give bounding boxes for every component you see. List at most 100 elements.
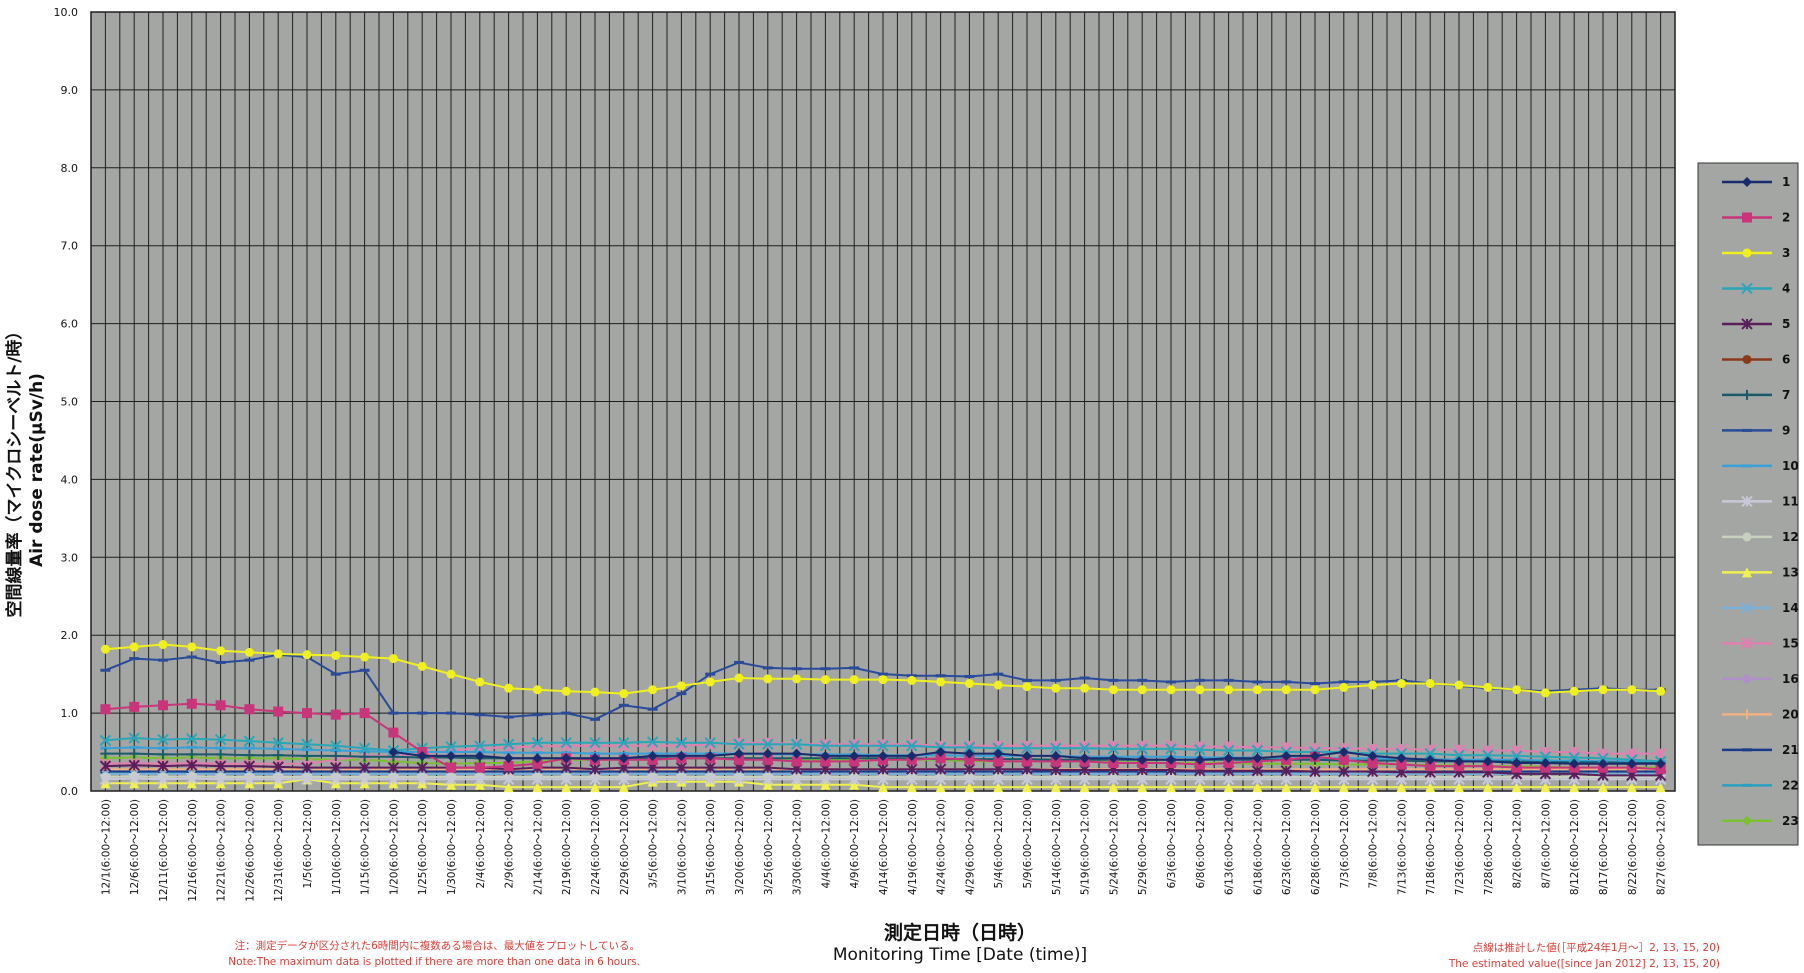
legend-label: 4 — [1782, 281, 1790, 295]
data-point — [445, 740, 457, 753]
data-point — [187, 642, 197, 652]
data-point — [791, 748, 802, 759]
data-point — [907, 675, 917, 685]
x-tick-label: 6/28(6:00〜12:00) — [1310, 799, 1322, 895]
data-point — [158, 658, 168, 662]
data-point — [186, 745, 197, 749]
data-point — [302, 748, 312, 752]
data-point — [100, 746, 111, 750]
data-point — [1569, 782, 1580, 793]
data-point — [1540, 688, 1550, 698]
x-tick-label: 3/5(6:00〜12:00) — [648, 799, 660, 888]
data-point — [359, 668, 370, 672]
data-point — [1251, 765, 1264, 777]
data-point — [1078, 764, 1091, 776]
x-tick-label: 8/7(6:00〜12:00) — [1540, 799, 1552, 888]
x-tick-label: 12/26(6:00〜12:00) — [244, 799, 256, 902]
data-point — [158, 749, 168, 760]
legend-marker — [1741, 318, 1753, 330]
data-point — [186, 749, 197, 760]
data-point — [474, 713, 485, 717]
data-point — [1396, 759, 1407, 770]
data-point — [964, 754, 975, 765]
data-point — [186, 759, 198, 772]
x-tick-label: 4/19(6:00〜12:00) — [907, 799, 919, 895]
legend-marker — [1741, 637, 1753, 650]
x-tick-label: 6/23(6:00〜12:00) — [1281, 799, 1293, 895]
legend-label: 2 — [1782, 210, 1790, 224]
data-point — [734, 660, 744, 664]
data-point — [877, 763, 889, 775]
data-point — [1338, 765, 1350, 778]
data-point — [531, 773, 544, 786]
data-point — [1021, 773, 1033, 786]
data-point — [446, 779, 456, 790]
data-point — [1281, 680, 1292, 684]
y-tick-label: 7.0 — [61, 240, 79, 253]
data-point — [273, 750, 284, 761]
data-point — [1656, 686, 1666, 696]
data-point — [158, 746, 168, 750]
data-point — [1510, 750, 1523, 762]
data-point — [848, 740, 860, 752]
legend-marker — [1741, 602, 1753, 614]
data-point — [1137, 678, 1148, 682]
data-point — [1165, 743, 1177, 755]
data-point — [503, 761, 514, 772]
data-point — [1252, 782, 1263, 793]
data-point — [935, 753, 946, 764]
data-point — [128, 772, 140, 785]
legend-label: 12 — [1782, 530, 1799, 544]
y-tick-label: 5.0 — [61, 396, 79, 409]
data-point — [618, 753, 629, 764]
data-point — [963, 763, 976, 775]
x-tick-label: 2/19(6:00〜12:00) — [561, 799, 573, 895]
data-point — [1396, 753, 1407, 764]
data-point — [1022, 756, 1032, 767]
data-point — [993, 680, 1003, 690]
data-point — [388, 654, 398, 664]
data-point — [762, 748, 773, 759]
data-point — [1281, 685, 1291, 695]
legend-label: 11 — [1782, 494, 1799, 508]
data-point — [1511, 782, 1522, 793]
data-point — [934, 763, 947, 775]
data-point — [100, 704, 111, 715]
data-point — [446, 762, 456, 773]
y-tick-label: 2.0 — [61, 629, 79, 642]
note-right-jp: 点線は推計した値(［平成24年1月〜］2, 13, 15, 20) — [1472, 942, 1720, 954]
data-point — [1021, 742, 1033, 754]
data-point — [532, 713, 543, 717]
note-right-en: The estimated value([since Jan 2012] 2, … — [1448, 958, 1720, 970]
x-tick-label: 6/13(6:00〜12:00) — [1224, 799, 1236, 895]
data-point — [358, 773, 371, 786]
data-point — [1050, 742, 1062, 754]
data-point — [877, 738, 889, 750]
x-tick-label: 4/29(6:00〜12:00) — [964, 799, 976, 895]
data-point — [1195, 685, 1205, 695]
x-tick-label: 8/22(6:00〜12:00) — [1627, 799, 1639, 895]
data-point — [416, 773, 428, 786]
y-tick-label: 9.0 — [61, 84, 79, 97]
data-point — [1338, 680, 1349, 684]
legend-label: 6 — [1782, 352, 1790, 366]
data-point — [446, 750, 456, 761]
legend-item-10: 10 — [1722, 459, 1799, 473]
data-point — [1050, 678, 1061, 682]
x-tick-label: 3/30(6:00〜12:00) — [792, 799, 804, 895]
data-point — [792, 674, 802, 684]
x-tick-label: 4/24(6:00〜12:00) — [936, 799, 948, 895]
data-point — [99, 760, 112, 772]
data-point — [1453, 749, 1465, 761]
data-point — [158, 640, 168, 650]
data-point — [1597, 752, 1609, 764]
y-tick-label: 3.0 — [61, 551, 79, 564]
legend-item-12: 12 — [1722, 530, 1799, 544]
data-point — [1166, 754, 1176, 765]
data-point — [647, 750, 658, 761]
data-point — [157, 773, 169, 786]
data-point — [1569, 758, 1580, 769]
data-point — [186, 772, 198, 785]
data-point — [243, 735, 256, 747]
